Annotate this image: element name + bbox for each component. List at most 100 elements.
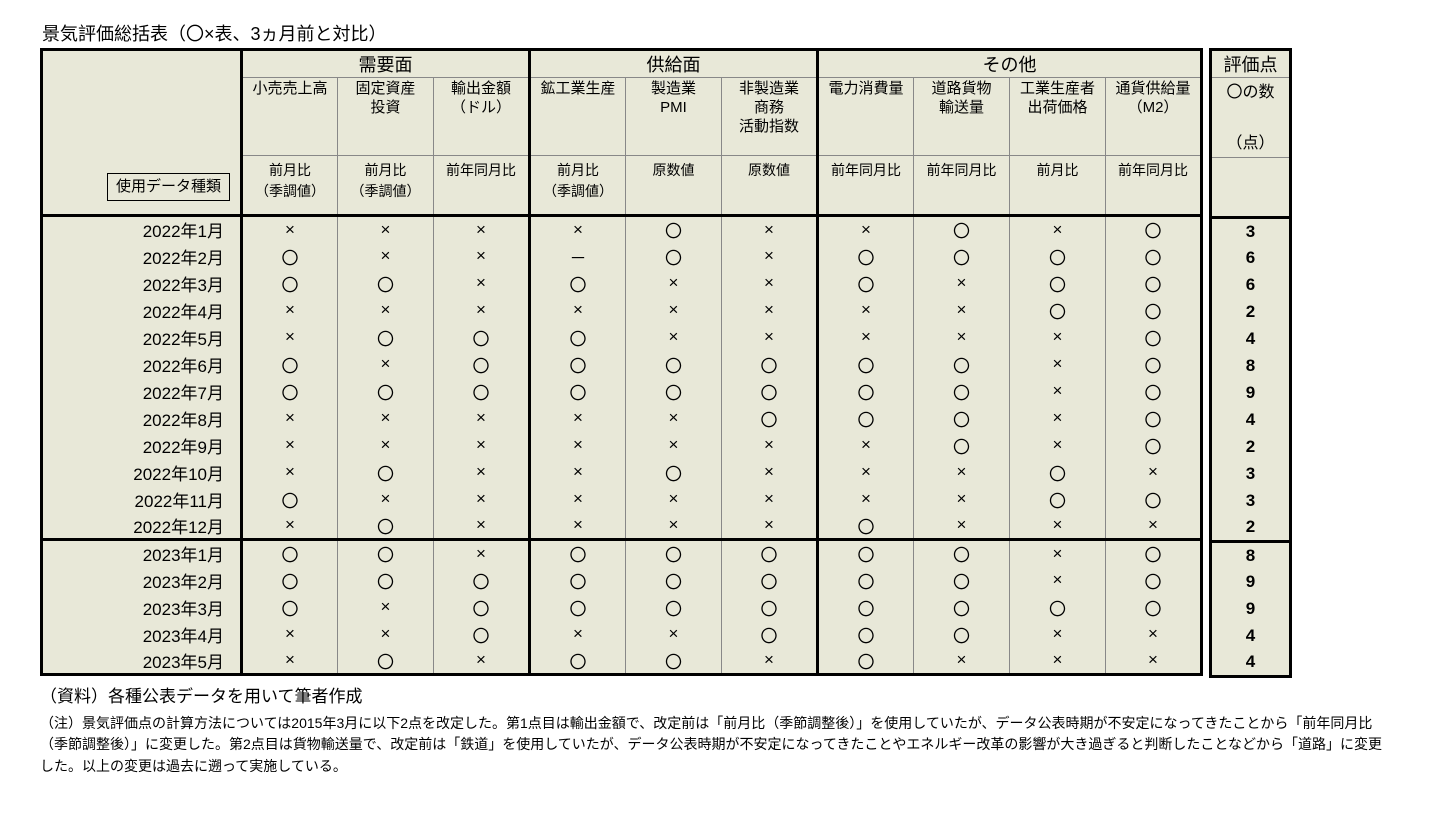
score-cell: 9 bbox=[1211, 379, 1291, 406]
row-label: 2022年9月 bbox=[42, 432, 242, 459]
data-cell: × bbox=[818, 486, 914, 513]
score-row: 4 bbox=[1211, 325, 1291, 352]
data-cell: 〇 bbox=[914, 351, 1010, 378]
score-cell: 2 bbox=[1211, 298, 1291, 325]
data-cell: × bbox=[530, 621, 626, 648]
data-cell: × bbox=[338, 405, 434, 432]
data-cell: 〇 bbox=[626, 216, 722, 243]
data-cell: × bbox=[1010, 378, 1106, 405]
data-cell: × bbox=[242, 216, 338, 243]
data-cell: × bbox=[914, 270, 1010, 297]
row-label: 2022年2月 bbox=[42, 243, 242, 270]
table-row: 2022年2月〇××－〇×〇〇〇〇 bbox=[42, 243, 1202, 270]
table-row: 2022年7月〇〇〇〇〇〇〇〇×〇 bbox=[42, 378, 1202, 405]
table-row: 2023年4月××〇××〇〇〇×× bbox=[42, 621, 1202, 648]
score-row: 2 bbox=[1211, 514, 1291, 541]
data-cell: 〇 bbox=[1010, 594, 1106, 621]
footnote: （注）景気評価点の計算方法については2015年3月に以下2点を改定した。第1点目… bbox=[40, 713, 1392, 778]
data-cell: 〇 bbox=[338, 270, 434, 297]
group-header-row: 需要面供給面その他 bbox=[42, 50, 1202, 78]
data-cell: × bbox=[914, 324, 1010, 351]
data-cell: 〇 bbox=[1106, 432, 1202, 459]
data-cell: × bbox=[914, 648, 1010, 675]
datatype-cell: 前年同月比 bbox=[914, 156, 1010, 216]
data-cell: × bbox=[1010, 567, 1106, 594]
row-label: 2022年6月 bbox=[42, 351, 242, 378]
data-cell: 〇 bbox=[818, 540, 914, 567]
data-cell: × bbox=[1010, 351, 1106, 378]
table-row: 2022年11月〇×××××××〇〇 bbox=[42, 486, 1202, 513]
data-cell: 〇 bbox=[1010, 486, 1106, 513]
data-cell: × bbox=[818, 432, 914, 459]
row-label: 2023年2月 bbox=[42, 567, 242, 594]
data-cell: × bbox=[914, 459, 1010, 486]
table-row: 2023年5月×〇×〇〇×〇××× bbox=[42, 648, 1202, 675]
data-cell: × bbox=[1106, 648, 1202, 675]
data-cell: × bbox=[434, 513, 530, 540]
data-cell: × bbox=[1010, 324, 1106, 351]
data-cell: × bbox=[818, 459, 914, 486]
datatype-cell: 前年同月比 bbox=[1106, 156, 1202, 216]
data-cell: × bbox=[1010, 405, 1106, 432]
score-cell: 8 bbox=[1211, 352, 1291, 379]
main-table: 需要面供給面その他 小売売上高固定資産投資輸出金額（ドル）鉱工業生産製造業PMI… bbox=[40, 48, 1203, 676]
table-row: 2022年4月××××××××〇〇 bbox=[42, 297, 1202, 324]
data-cell: 〇 bbox=[818, 243, 914, 270]
datatype-label-cell: 使用データ種類 bbox=[42, 156, 242, 216]
data-cell: 〇 bbox=[1106, 216, 1202, 243]
data-cell: 〇 bbox=[338, 540, 434, 567]
data-cell: 〇 bbox=[242, 486, 338, 513]
table-row: 2023年3月〇×〇〇〇〇〇〇〇〇 bbox=[42, 594, 1202, 621]
data-cell: 〇 bbox=[242, 270, 338, 297]
score-cell: 2 bbox=[1211, 514, 1291, 541]
score-cell: 9 bbox=[1211, 568, 1291, 595]
data-cell: 〇 bbox=[1010, 243, 1106, 270]
data-cell: × bbox=[434, 540, 530, 567]
column-header: 電力消費量 bbox=[818, 78, 914, 156]
data-cell: × bbox=[434, 432, 530, 459]
data-cell: × bbox=[242, 621, 338, 648]
data-cell: × bbox=[1010, 513, 1106, 540]
data-cell: × bbox=[242, 324, 338, 351]
data-cell: 〇 bbox=[914, 378, 1010, 405]
data-cell: × bbox=[914, 513, 1010, 540]
score-row: 3 bbox=[1211, 487, 1291, 514]
score-row: 9 bbox=[1211, 568, 1291, 595]
data-cell: 〇 bbox=[818, 405, 914, 432]
data-cell: 〇 bbox=[338, 567, 434, 594]
score-cell: 4 bbox=[1211, 622, 1291, 649]
score-cell: 6 bbox=[1211, 244, 1291, 271]
data-cell: 〇 bbox=[434, 324, 530, 351]
data-cell: 〇 bbox=[626, 594, 722, 621]
column-header: 工業生産者出荷価格 bbox=[1010, 78, 1106, 156]
data-cell: 〇 bbox=[1106, 243, 1202, 270]
column-header: 小売売上高 bbox=[242, 78, 338, 156]
data-cell: × bbox=[338, 621, 434, 648]
datatype-cell: 前年同月比 bbox=[434, 156, 530, 216]
data-cell: － bbox=[530, 243, 626, 270]
data-cell: × bbox=[530, 513, 626, 540]
data-cell: 〇 bbox=[1106, 567, 1202, 594]
data-cell: 〇 bbox=[1010, 459, 1106, 486]
data-cell: × bbox=[242, 459, 338, 486]
column-header: 輸出金額（ドル） bbox=[434, 78, 530, 156]
data-cell: × bbox=[722, 459, 818, 486]
main-table-body: 2022年1月××××〇××〇×〇2022年2月〇××－〇×〇〇〇〇2022年3… bbox=[42, 216, 1202, 675]
data-cell: 〇 bbox=[1106, 540, 1202, 567]
data-cell: 〇 bbox=[1106, 351, 1202, 378]
data-cell: × bbox=[722, 432, 818, 459]
data-cell: × bbox=[338, 351, 434, 378]
data-cell: 〇 bbox=[914, 540, 1010, 567]
data-cell: × bbox=[626, 324, 722, 351]
datatype-cell: 前月比（季調値） bbox=[242, 156, 338, 216]
score-cell: 3 bbox=[1211, 217, 1291, 244]
data-cell: 〇 bbox=[722, 540, 818, 567]
data-cell: × bbox=[722, 270, 818, 297]
data-cell: 〇 bbox=[338, 513, 434, 540]
data-cell: × bbox=[914, 486, 1010, 513]
score-row: 6 bbox=[1211, 244, 1291, 271]
page-title: 景気評価総括表（〇×表、3ヵ月前と対比） bbox=[40, 20, 1392, 46]
table-row: 2022年8月×××××〇〇〇×〇 bbox=[42, 405, 1202, 432]
data-cell: 〇 bbox=[530, 324, 626, 351]
data-cell: × bbox=[722, 243, 818, 270]
